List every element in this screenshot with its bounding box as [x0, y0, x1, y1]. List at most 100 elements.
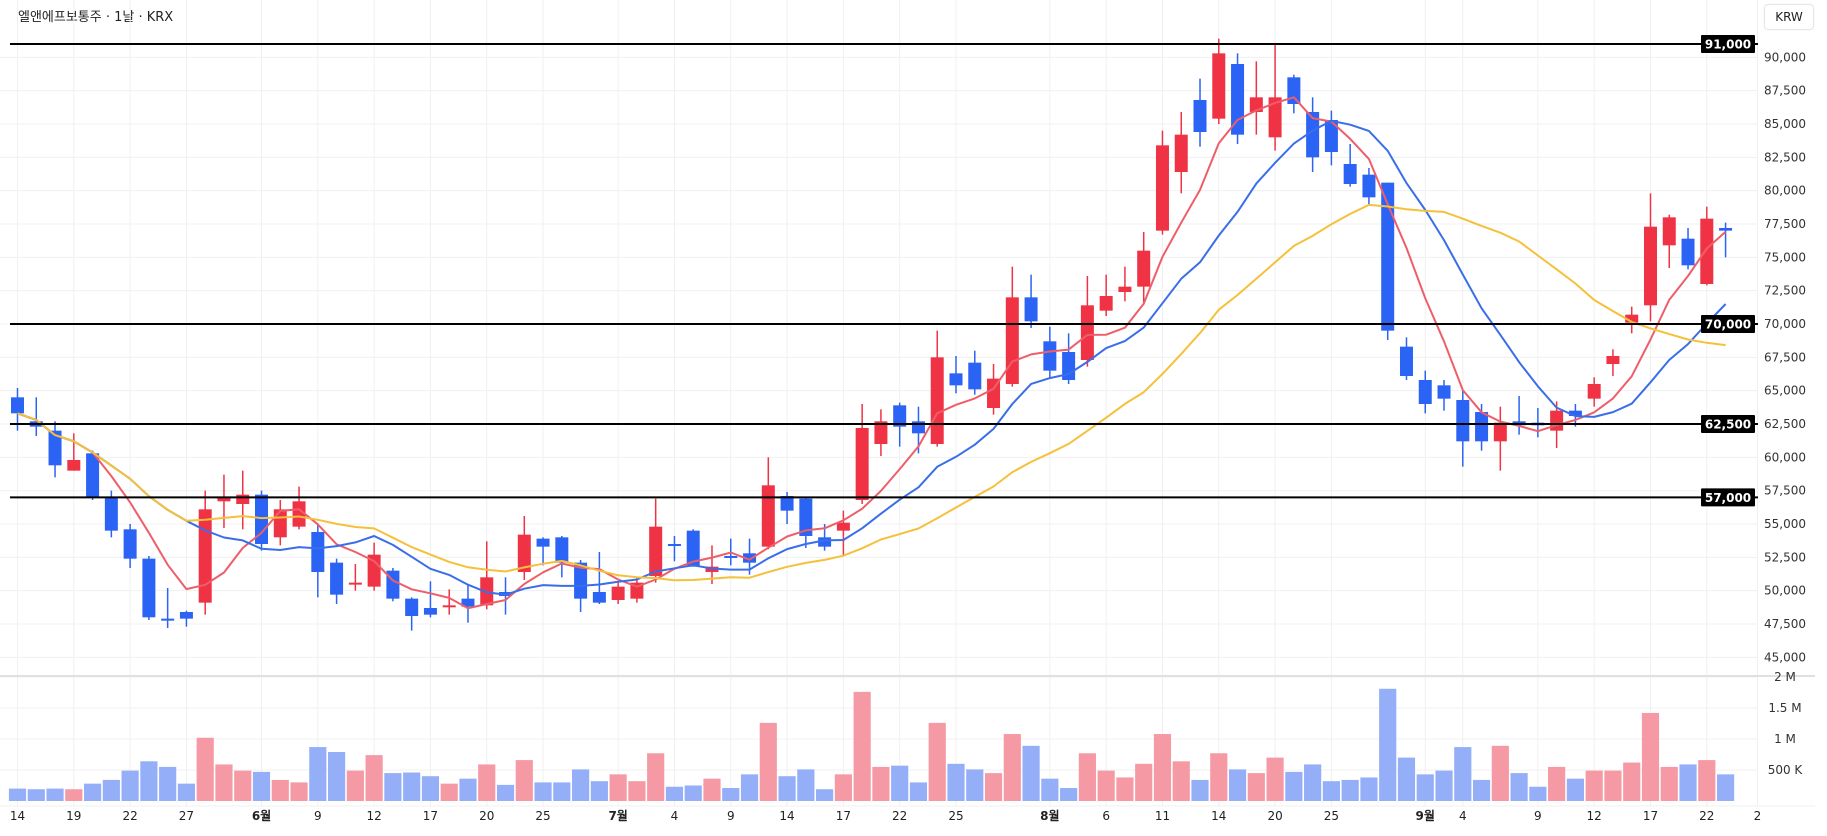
candle-down [405, 598, 419, 616]
level-badge [1701, 414, 1755, 433]
volume-bar [215, 764, 233, 801]
volume-bar [722, 787, 740, 801]
candle-down [1043, 341, 1057, 371]
candle-down [667, 543, 681, 546]
price-tick-label: 55,000 [1764, 517, 1806, 531]
volume-bar [759, 722, 777, 801]
currency-button[interactable]: KRW [1764, 4, 1814, 30]
price-tick-label: 82,500 [1764, 150, 1806, 164]
date-label: 14 [1211, 809, 1226, 823]
price-tick-label: 80,000 [1764, 184, 1806, 198]
candle-down [1418, 379, 1432, 404]
date-label: 22 [892, 809, 907, 823]
volume-bar [102, 779, 120, 801]
candle-up [1550, 410, 1564, 431]
volume-bar [1003, 734, 1021, 801]
volume-tick-label: 2 M [1774, 670, 1796, 684]
date-axis: 14 19 22 27 6월 9 12 17 20 25 7월 4 9 14 17 22 25 8월 6 11 14 20… [10, 808, 1761, 823]
volume-bar [1604, 770, 1622, 801]
volume-bar [909, 782, 928, 801]
volume-tick-label: 1 M [1774, 732, 1796, 746]
candle-up [836, 522, 850, 531]
price-tick-label: 52,500 [1764, 550, 1806, 564]
candle-up [1005, 297, 1019, 384]
date-label: 22 [122, 809, 137, 823]
volume-bar [1641, 712, 1660, 801]
date-label: 6 [1102, 809, 1110, 823]
date-label: 20 [479, 809, 494, 823]
candle-up [442, 605, 456, 608]
volume-bar [1060, 787, 1078, 801]
candle-up [1099, 295, 1113, 311]
volume-bar [1397, 757, 1416, 801]
candle-down [686, 530, 700, 567]
candle-up [1700, 218, 1714, 284]
volume-bar [834, 774, 852, 801]
date-label: 27 [179, 809, 194, 823]
volume-bar [1566, 778, 1584, 801]
candle-down [911, 421, 925, 434]
ma-line-ma20 [17, 203, 1726, 582]
price-tick-label: 70,000 [1764, 317, 1806, 331]
candle-up [1625, 314, 1639, 323]
candle-up [236, 494, 250, 504]
candle-down [1437, 385, 1451, 399]
candle-down [1024, 297, 1038, 322]
volume-bar [1022, 745, 1040, 801]
candle-down [1193, 99, 1207, 132]
volume-bar [1247, 773, 1265, 801]
candle-up [987, 378, 1001, 408]
candle-down [818, 537, 832, 547]
date-label: 25 [1324, 809, 1339, 823]
candle-up [198, 509, 212, 603]
volume-bar [1360, 777, 1378, 801]
volume-bar [966, 769, 984, 801]
volume-bar [177, 783, 196, 801]
price-tick-label: 57,500 [1764, 484, 1806, 498]
candle-down [724, 555, 738, 558]
date-label: 20 [1267, 809, 1282, 823]
candle-down [1681, 238, 1695, 266]
candle-up [630, 582, 644, 599]
grid-lines [0, 0, 1815, 807]
volume-bar [1679, 764, 1697, 801]
candle-down [536, 538, 550, 547]
candle-down [1231, 63, 1245, 135]
volume-bar [1585, 770, 1603, 801]
candle-down [555, 537, 569, 563]
candle-up [1080, 305, 1094, 360]
volume-bar [159, 766, 177, 801]
volume-bar [196, 737, 214, 801]
candle-down [461, 598, 475, 607]
price-tick-label: 75,000 [1764, 250, 1806, 264]
volume-bar [403, 772, 421, 801]
volume-bar [1172, 761, 1190, 801]
candle-down [1568, 410, 1582, 416]
volume-bar [234, 770, 252, 801]
volume-bar [328, 752, 346, 801]
ma-line-ma5 [17, 96, 1727, 610]
date-label: 9월 [1416, 808, 1435, 823]
date-label: 7월 [608, 808, 627, 823]
volume-bar [1210, 753, 1228, 801]
volume-bar [797, 769, 815, 801]
candle-up [1155, 145, 1169, 231]
volume-bar [46, 788, 64, 801]
price-tick-label: 72,500 [1764, 284, 1806, 298]
volume-bar [1078, 753, 1096, 801]
volume-bar [1191, 779, 1209, 801]
price-tick-label: 60,000 [1764, 450, 1806, 464]
candle-down [1381, 182, 1395, 331]
volume-bar [553, 782, 571, 801]
volume-tick-label: 500 K [1768, 763, 1804, 777]
candle-down [743, 553, 757, 563]
volume-bar [1472, 779, 1491, 801]
date-label: 12 [1587, 809, 1602, 823]
volume-bar [1548, 766, 1566, 801]
volume-bar [572, 769, 590, 801]
volume-bar [628, 781, 646, 801]
candlesticks [11, 38, 1733, 631]
volume-bar [1698, 760, 1716, 801]
volume-bar [1304, 764, 1322, 801]
